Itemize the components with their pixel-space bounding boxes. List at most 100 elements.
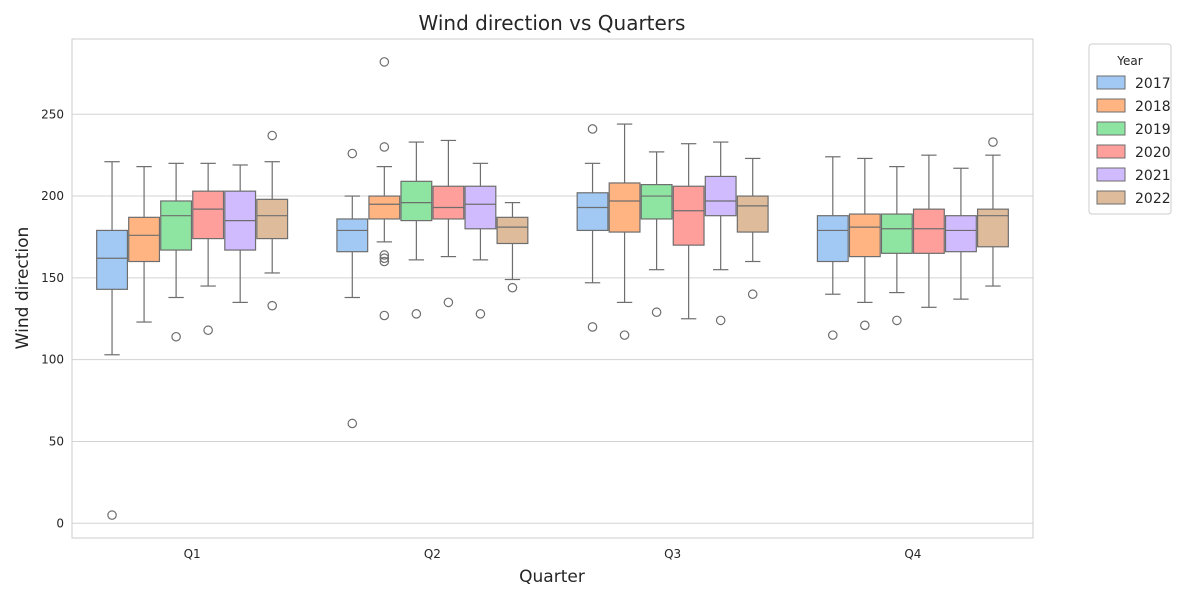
box-2018-q4: [848, 157, 881, 331]
box-2017-q1: [96, 161, 129, 520]
outlier-point: [443, 297, 454, 308]
box-2020-q4: [912, 154, 945, 308]
box-iqr: [336, 218, 369, 253]
outlier-point: [267, 300, 278, 311]
legend-label: 2021: [1135, 168, 1171, 184]
box-iqr: [496, 216, 529, 245]
box-iqr: [704, 175, 737, 217]
legend-item-2022: 2022: [1096, 190, 1171, 207]
box-2018-q2: [368, 57, 401, 321]
y-tick-label: 0: [56, 516, 64, 530]
outlier-point: [587, 322, 598, 332]
grid-lines: [72, 113, 1033, 524]
box-iqr: [816, 215, 849, 263]
legend-swatch: [1096, 75, 1126, 90]
box-2018-q1: [128, 166, 161, 323]
outlier-point: [475, 309, 486, 319]
box-iqr: [368, 195, 401, 220]
outlier-point: [651, 307, 662, 318]
box-2021-q1: [224, 164, 257, 304]
box-2020-q3: [672, 143, 705, 320]
box-iqr: [640, 184, 673, 220]
legend-item-2017: 2017: [1096, 75, 1171, 92]
box-iqr: [880, 213, 913, 254]
outlier-point: [379, 256, 390, 267]
legend-swatch: [1096, 98, 1126, 113]
legend-item-2018: 2018: [1096, 98, 1171, 115]
box-iqr: [96, 229, 129, 290]
box-iqr: [432, 185, 465, 220]
outlier-point: [411, 309, 422, 319]
box-iqr: [464, 185, 497, 230]
chart-title: Wind direction vs Quarters: [419, 11, 686, 35]
box-2022-q1: [256, 130, 289, 311]
legend-item-2019: 2019: [1096, 121, 1171, 138]
legend-swatch: [1096, 121, 1126, 136]
legend-title: Year: [1116, 54, 1142, 68]
box-2019-q1: [160, 162, 193, 342]
outlier-point: [747, 289, 758, 300]
legend-swatch: [1096, 167, 1126, 182]
outlier-point: [203, 325, 213, 336]
y-axis-label: Wind direction: [13, 227, 33, 350]
legend-items: 2017 2018 2019 2020 2021 2022: [1096, 75, 1171, 207]
box-2017-q4: [816, 156, 849, 340]
box-iqr: [976, 208, 1009, 248]
legend-swatch: [1096, 190, 1126, 205]
outlier-point: [507, 282, 518, 293]
box-2019-q4: [880, 166, 913, 326]
x-tick-label-q2: Q2: [424, 547, 441, 561]
legend-label: 2022: [1135, 191, 1171, 207]
box-2019-q2: [400, 141, 433, 319]
x-tick-label-q4: Q4: [904, 547, 921, 561]
box-iqr: [192, 190, 225, 240]
box-2022-q3: [736, 157, 769, 300]
legend-label: 2019: [1135, 122, 1171, 138]
legend-label: 2020: [1135, 145, 1171, 161]
outlier-point: [379, 253, 390, 264]
outlier-point: [171, 331, 181, 342]
legend-item-2020: 2020: [1096, 144, 1171, 161]
y-tick-label: 250: [41, 107, 64, 121]
box-iqr: [608, 182, 641, 233]
y-tick-label: 50: [49, 434, 64, 448]
outlier-point: [860, 320, 870, 331]
legend-label: 2018: [1135, 99, 1171, 115]
outlier-point: [379, 310, 390, 321]
box-iqr: [160, 200, 193, 251]
outlier-point: [619, 330, 630, 340]
box-iqr: [944, 215, 977, 253]
x-axis-label: Quarter: [519, 567, 585, 587]
legend-swatch: [1096, 144, 1126, 159]
legend-label: 2017: [1135, 76, 1171, 92]
outlier-point: [379, 250, 390, 260]
box-iqr: [128, 216, 161, 263]
legend-item-2021: 2021: [1096, 167, 1171, 184]
outlier-point: [827, 330, 838, 340]
plot-area: [71, 38, 1034, 539]
box-iqr: [848, 213, 881, 258]
box-iqr: [400, 180, 433, 222]
box-2022-q4: [976, 137, 1009, 287]
box-2018-q3: [608, 123, 641, 340]
box-2020-q1: [192, 162, 225, 336]
box-layer: [96, 57, 1009, 520]
legend: Year 2017 2018 2019 2020 2021 2022: [1088, 43, 1172, 215]
box-iqr: [736, 195, 769, 233]
box-2021-q3: [704, 141, 737, 326]
y-tick-label: 100: [41, 353, 64, 367]
box-2020-q2: [432, 139, 465, 308]
y-tick-label: 200: [41, 189, 64, 203]
box-iqr: [912, 208, 945, 254]
box-2017-q3: [576, 124, 609, 332]
box-2017-q2: [336, 148, 369, 429]
box-iqr: [256, 198, 289, 240]
y-axis-ticks: 0 50 100 150 200 250: [41, 107, 64, 530]
box-2021-q2: [464, 162, 497, 319]
outlier-point: [379, 57, 390, 67]
box-2019-q3: [640, 151, 673, 318]
outlier-point: [587, 124, 598, 134]
outlier-point: [347, 418, 358, 429]
x-axis-ticks: Q1 Q2 Q3 Q4: [184, 547, 922, 561]
